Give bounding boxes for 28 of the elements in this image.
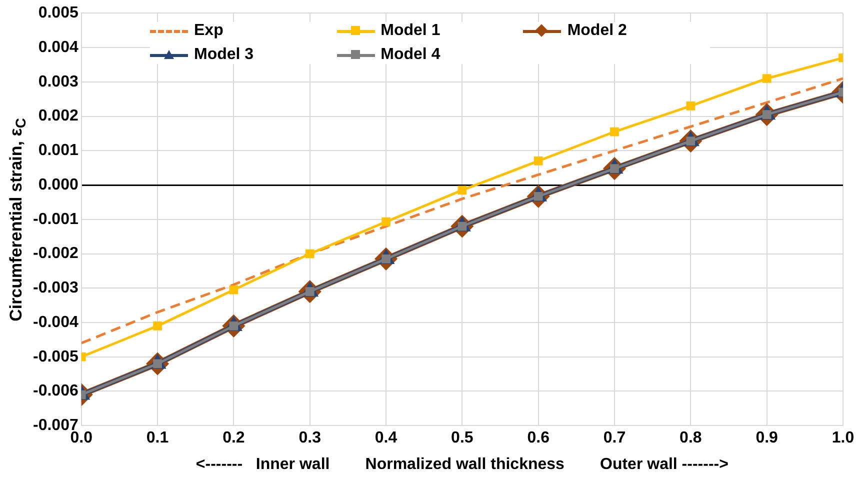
y-tick-label: -0.001	[32, 210, 78, 228]
y-tick-label: 0.001	[38, 142, 78, 160]
y-tick-label: -0.006	[32, 382, 78, 400]
x-tick-label: 0.5	[451, 430, 474, 447]
y-tick-label: 0.002	[38, 108, 78, 125]
y-tick-label: -0.005	[32, 348, 78, 366]
x-axis-title: <------- Inner wall Normalized wall thickness Outer wall ------->	[196, 456, 728, 473]
x-tick-label: 0.8	[680, 430, 702, 447]
y-tick-label: 0.005	[38, 4, 78, 22]
legend-label: Exp	[194, 22, 224, 40]
legend-label: Model 1	[380, 22, 440, 40]
x-tick-label: 0.2	[222, 430, 245, 447]
x-tick-label: 0.9	[756, 430, 778, 447]
x-tick-label: 0.7	[603, 430, 626, 447]
x-tick-label: 0.6	[527, 430, 550, 447]
x-tick-label: 0.3	[298, 430, 322, 447]
y-tick-label: 0.004	[38, 38, 78, 56]
y-tick-label: 0.000	[38, 176, 78, 194]
legend-label: Model 3	[194, 46, 254, 64]
legend-label: Model 4	[380, 46, 440, 64]
y-tick-label: -0.003	[32, 280, 78, 297]
y-tick-label: 0.003	[38, 73, 78, 90]
x-tick-label: 1.0	[832, 430, 854, 447]
legend-label: Model 2	[567, 22, 627, 40]
x-tick-label: 0.1	[146, 430, 169, 447]
y-tick-label: -0.002	[32, 245, 78, 262]
y-tick-label: -0.004	[32, 314, 78, 331]
x-tick-label: 0.4	[374, 430, 398, 447]
